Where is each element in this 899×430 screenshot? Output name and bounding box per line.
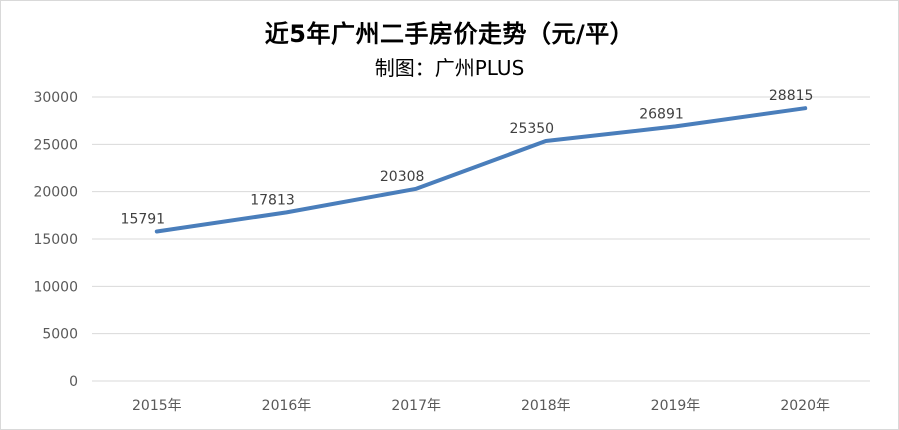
x-tick-label: 2019年 (651, 398, 701, 414)
data-label: 20308 (380, 169, 425, 185)
data-label: 15791 (121, 212, 166, 228)
chart-subtitle: 制图：广州PLUS (374, 56, 525, 80)
series-line (154, 106, 808, 234)
data-label: 25350 (510, 121, 555, 137)
y-tick-label: 30000 (33, 90, 78, 106)
x-tick-label: 2017年 (391, 398, 441, 414)
x-tick-label: 2015年 (132, 398, 182, 414)
y-tick-label: 5000 (42, 327, 78, 343)
y-tick-label: 25000 (33, 137, 78, 153)
x-tick-label: 2016年 (262, 398, 312, 414)
x-tick-label: 2020年 (780, 398, 830, 414)
y-tick-label: 0 (69, 374, 78, 390)
x-tick-label: 2018年 (521, 398, 571, 414)
y-tick-label: 20000 (33, 185, 78, 201)
data-label: 26891 (639, 106, 684, 122)
chart-title: 近5年广州二手房价走势（元/平） (264, 20, 635, 48)
y-tick-label: 15000 (33, 232, 78, 248)
y-tick-label: 10000 (33, 279, 78, 295)
data-label: 28815 (769, 88, 814, 104)
data-label: 17813 (250, 192, 295, 208)
